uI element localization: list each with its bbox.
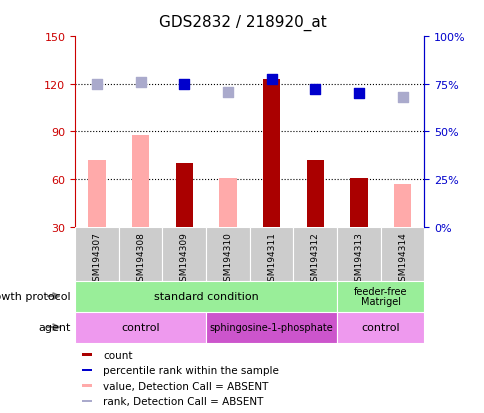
- Text: GSM194307: GSM194307: [92, 231, 101, 286]
- Bar: [380, 227, 424, 281]
- Bar: [219, 178, 236, 227]
- Point: [224, 89, 231, 96]
- Text: feeder-free
Matrigel: feeder-free Matrigel: [353, 286, 407, 307]
- Text: value, Detection Call = ABSENT: value, Detection Call = ABSENT: [103, 381, 268, 391]
- Text: GSM194308: GSM194308: [136, 231, 145, 286]
- Text: GDS2832 / 218920_at: GDS2832 / 218920_at: [158, 14, 326, 31]
- Text: count: count: [103, 350, 132, 360]
- Point: [398, 94, 406, 101]
- Text: GSM194312: GSM194312: [310, 231, 319, 286]
- Text: GSM194309: GSM194309: [180, 231, 188, 286]
- Text: GSM194310: GSM194310: [223, 231, 232, 286]
- Text: standard condition: standard condition: [153, 291, 258, 301]
- Bar: [162, 227, 206, 281]
- Bar: [175, 164, 193, 227]
- Bar: [82, 400, 91, 403]
- Point: [267, 77, 275, 83]
- Bar: [82, 384, 91, 387]
- Bar: [293, 227, 336, 281]
- Bar: [393, 184, 410, 227]
- Point: [311, 86, 318, 93]
- Bar: [249, 227, 293, 281]
- Bar: [82, 353, 91, 356]
- Bar: [82, 369, 91, 372]
- Bar: [336, 312, 424, 343]
- Bar: [336, 227, 380, 281]
- Bar: [88, 161, 106, 227]
- Text: percentile rank within the sample: percentile rank within the sample: [103, 365, 278, 375]
- Point: [136, 80, 144, 86]
- Bar: [206, 227, 249, 281]
- Text: control: control: [121, 322, 160, 332]
- Text: agent: agent: [38, 322, 70, 332]
- Text: GSM194314: GSM194314: [397, 231, 406, 286]
- Bar: [349, 178, 367, 227]
- Bar: [336, 281, 424, 312]
- Point: [180, 81, 188, 88]
- Bar: [206, 312, 336, 343]
- Bar: [75, 281, 336, 312]
- Text: rank, Detection Call = ABSENT: rank, Detection Call = ABSENT: [103, 396, 263, 406]
- Point: [354, 91, 362, 97]
- Bar: [119, 227, 162, 281]
- Bar: [75, 227, 119, 281]
- Bar: [262, 80, 280, 227]
- Bar: [306, 161, 323, 227]
- Bar: [75, 312, 206, 343]
- Text: GSM194313: GSM194313: [354, 231, 363, 286]
- Point: [93, 81, 101, 88]
- Text: control: control: [361, 322, 399, 332]
- Bar: [132, 135, 149, 227]
- Text: GSM194311: GSM194311: [267, 231, 275, 286]
- Text: sphingosine-1-phosphate: sphingosine-1-phosphate: [209, 322, 333, 332]
- Text: growth protocol: growth protocol: [0, 291, 70, 301]
